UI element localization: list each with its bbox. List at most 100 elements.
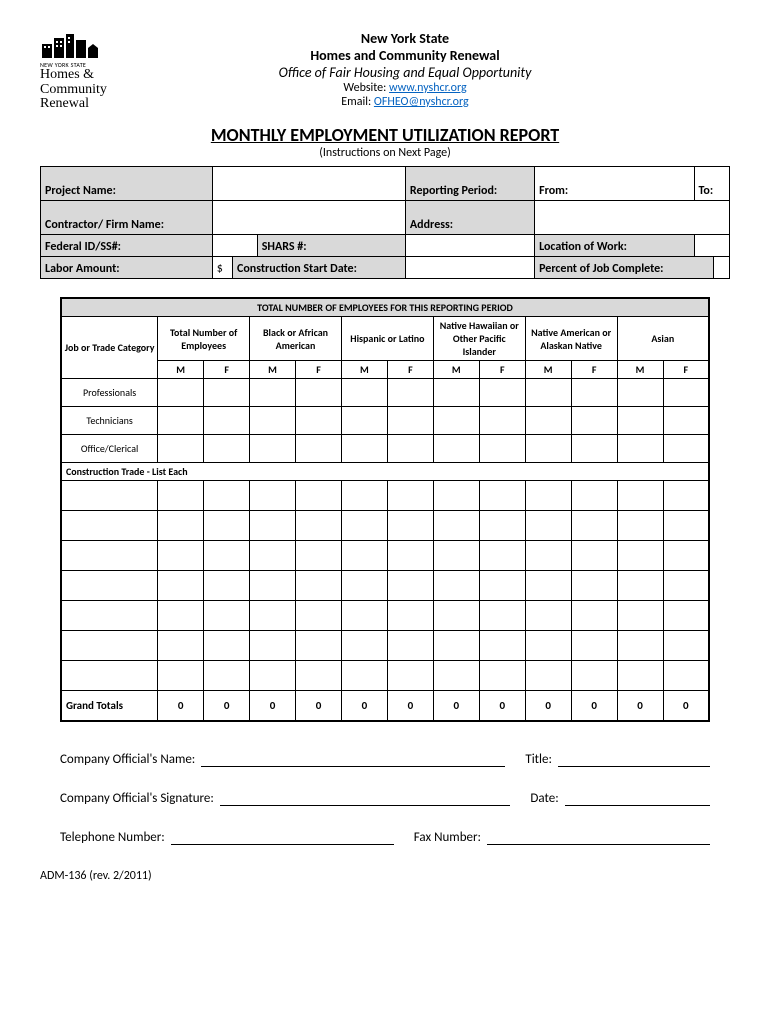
data-cell[interactable] <box>387 601 433 631</box>
row-label[interactable] <box>61 541 158 571</box>
data-cell[interactable] <box>204 631 250 661</box>
data-cell[interactable] <box>571 661 617 691</box>
data-cell[interactable] <box>433 435 479 463</box>
field-signature[interactable] <box>220 791 511 806</box>
data-cell[interactable] <box>204 407 250 435</box>
data-cell[interactable] <box>479 481 525 511</box>
data-cell[interactable] <box>158 601 204 631</box>
data-cell[interactable] <box>204 481 250 511</box>
data-cell[interactable] <box>341 631 387 661</box>
data-cell[interactable] <box>296 481 342 511</box>
data-cell[interactable] <box>387 571 433 601</box>
website-link[interactable]: www.nyshcr.org <box>389 81 467 95</box>
data-cell[interactable] <box>387 435 433 463</box>
data-cell[interactable] <box>296 511 342 541</box>
data-cell[interactable] <box>296 407 342 435</box>
data-cell[interactable] <box>525 661 571 691</box>
data-cell[interactable] <box>663 631 709 661</box>
field-date[interactable] <box>565 791 710 806</box>
data-cell[interactable] <box>433 661 479 691</box>
data-cell[interactable] <box>158 631 204 661</box>
data-cell[interactable] <box>433 601 479 631</box>
data-cell[interactable] <box>479 407 525 435</box>
data-cell[interactable] <box>433 631 479 661</box>
data-cell[interactable] <box>204 511 250 541</box>
data-cell[interactable] <box>341 571 387 601</box>
data-cell[interactable] <box>296 541 342 571</box>
data-cell[interactable] <box>525 601 571 631</box>
data-cell[interactable] <box>158 661 204 691</box>
data-cell[interactable] <box>663 407 709 435</box>
data-cell[interactable] <box>571 541 617 571</box>
data-cell[interactable] <box>204 541 250 571</box>
data-cell[interactable] <box>387 661 433 691</box>
data-cell[interactable] <box>617 511 663 541</box>
data-cell[interactable] <box>479 379 525 407</box>
data-cell[interactable] <box>525 541 571 571</box>
data-cell[interactable] <box>433 571 479 601</box>
field-shars[interactable] <box>405 235 534 257</box>
data-cell[interactable] <box>525 631 571 661</box>
data-cell[interactable] <box>525 571 571 601</box>
field-official-name[interactable] <box>201 752 505 767</box>
row-label[interactable] <box>61 631 158 661</box>
field-period-from[interactable]: From: <box>535 167 694 201</box>
data-cell[interactable] <box>479 541 525 571</box>
field-fax[interactable] <box>487 830 710 845</box>
data-cell[interactable] <box>387 541 433 571</box>
data-cell[interactable] <box>617 661 663 691</box>
data-cell[interactable] <box>479 571 525 601</box>
data-cell[interactable] <box>663 541 709 571</box>
field-address[interactable] <box>535 201 730 235</box>
data-cell[interactable] <box>204 571 250 601</box>
data-cell[interactable] <box>433 379 479 407</box>
data-cell[interactable] <box>296 601 342 631</box>
data-cell[interactable] <box>617 435 663 463</box>
data-cell[interactable] <box>250 631 296 661</box>
row-label[interactable] <box>61 511 158 541</box>
data-cell[interactable] <box>387 481 433 511</box>
data-cell[interactable] <box>387 631 433 661</box>
data-cell[interactable] <box>571 631 617 661</box>
data-cell[interactable] <box>479 511 525 541</box>
data-cell[interactable] <box>296 661 342 691</box>
field-period-to[interactable]: To: <box>694 167 729 201</box>
data-cell[interactable] <box>617 631 663 661</box>
data-cell[interactable] <box>525 481 571 511</box>
data-cell[interactable] <box>479 601 525 631</box>
data-cell[interactable] <box>663 481 709 511</box>
data-cell[interactable] <box>663 571 709 601</box>
data-cell[interactable] <box>433 407 479 435</box>
field-contractor[interactable] <box>212 201 405 235</box>
data-cell[interactable] <box>250 481 296 511</box>
row-label[interactable] <box>61 571 158 601</box>
data-cell[interactable] <box>617 481 663 511</box>
data-cell[interactable] <box>250 407 296 435</box>
data-cell[interactable] <box>571 571 617 601</box>
data-cell[interactable] <box>250 511 296 541</box>
data-cell[interactable] <box>663 379 709 407</box>
data-cell[interactable] <box>479 661 525 691</box>
data-cell[interactable] <box>525 407 571 435</box>
data-cell[interactable] <box>204 379 250 407</box>
data-cell[interactable] <box>525 435 571 463</box>
data-cell[interactable] <box>250 379 296 407</box>
data-cell[interactable] <box>571 481 617 511</box>
data-cell[interactable] <box>341 541 387 571</box>
data-cell[interactable] <box>479 631 525 661</box>
data-cell[interactable] <box>617 379 663 407</box>
data-cell[interactable] <box>571 407 617 435</box>
data-cell[interactable] <box>341 379 387 407</box>
data-cell[interactable] <box>663 661 709 691</box>
data-cell[interactable] <box>617 571 663 601</box>
data-cell[interactable] <box>204 601 250 631</box>
data-cell[interactable] <box>617 407 663 435</box>
field-construction-start[interactable] <box>405 257 534 279</box>
row-label[interactable] <box>61 481 158 511</box>
data-cell[interactable] <box>663 435 709 463</box>
data-cell[interactable] <box>250 601 296 631</box>
data-cell[interactable] <box>204 435 250 463</box>
data-cell[interactable] <box>341 661 387 691</box>
email-link[interactable]: OFHEO@nyshcr.org <box>374 95 469 109</box>
data-cell[interactable] <box>158 571 204 601</box>
